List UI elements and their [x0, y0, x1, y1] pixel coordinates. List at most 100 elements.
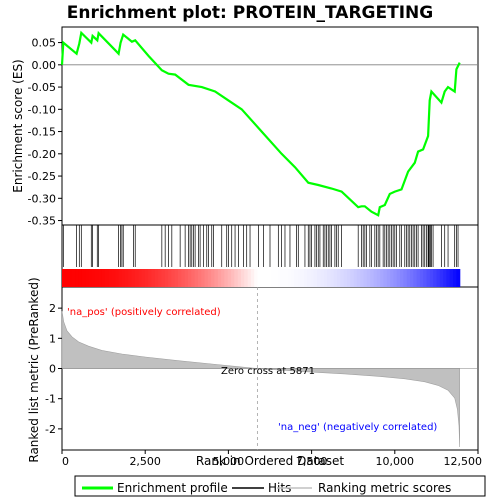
colorbar-segment — [446, 269, 451, 287]
colorbar-segment — [224, 269, 229, 287]
colorbar-segment — [62, 269, 66, 287]
colorbar-segment — [75, 269, 80, 287]
es-tick-label: 0.00 — [32, 59, 57, 72]
x-tick-label: 7,500 — [296, 455, 328, 468]
colorbar-segment — [144, 269, 149, 287]
enrichment-profile-line — [60, 30, 461, 217]
metric-tick-label: 0 — [49, 363, 56, 376]
es-tick-label: -0.20 — [28, 148, 56, 161]
colorbar-segment — [71, 269, 76, 287]
colorbar-segment — [197, 269, 202, 287]
colorbar-segment — [284, 269, 288, 287]
colorbar-segment — [453, 269, 457, 287]
colorbar-segment — [240, 269, 245, 287]
colorbar-segment — [221, 269, 225, 287]
colorbar-segment — [257, 269, 262, 287]
colorbar-segment — [105, 269, 109, 287]
colorbar-segment — [310, 269, 315, 287]
colorbar-segment — [247, 269, 252, 287]
colorbar-segment — [234, 269, 239, 287]
colorbar-segment — [128, 269, 133, 287]
colorbar-segment — [313, 269, 318, 287]
colorbar-segment — [449, 269, 454, 287]
hit-marks — [62, 225, 459, 267]
colorbar-segment — [320, 269, 325, 287]
ranking-metric-area — [61, 287, 478, 450]
x-axis-ticks: 0 2,500 5,000 7,500 10,000 12,500 — [61, 450, 482, 468]
colorbar-segment — [187, 269, 192, 287]
colorbar-segment — [148, 269, 153, 287]
colorbar-segment — [409, 269, 414, 287]
ranking-metric-series — [61, 311, 460, 448]
colorbar-segment — [217, 269, 222, 287]
colorbar-segment — [138, 269, 143, 287]
chart-title: Enrichment plot: PROTEIN_TARGETING — [67, 3, 433, 23]
colorbar-segment — [333, 269, 338, 287]
colorbar-segment — [423, 269, 428, 287]
colorbar-segment — [363, 269, 368, 287]
colorbar-segment — [327, 269, 332, 287]
colorbar-segment — [85, 269, 90, 287]
colorbar-segment — [108, 269, 113, 287]
colorbar-segment — [287, 269, 292, 287]
es-tick-label: -0.35 — [28, 215, 56, 228]
colorbar-segment — [383, 269, 388, 287]
colorbar-segment — [413, 269, 418, 287]
metric-axis-title: Ranked list metric (PreRanked) — [27, 277, 41, 462]
colorbar-segment — [260, 269, 265, 287]
colorbar-segment — [124, 269, 129, 287]
colorbar-segment — [194, 269, 199, 287]
colorbar-segment — [400, 269, 404, 287]
colorbar-segment — [174, 269, 179, 287]
colorbar-segment — [154, 269, 159, 287]
colorbar-segment — [158, 269, 163, 287]
colorbar-segment — [171, 269, 176, 287]
pos-label: 'na_pos' (positively correlated) — [67, 307, 221, 318]
x-axis-title: Rank in Ordered Dataset — [196, 454, 344, 468]
legend-label-enrichment: Enrichment profile — [117, 481, 228, 495]
colorbar-segment — [231, 269, 235, 287]
colorbar-segment — [307, 269, 312, 287]
colorbar-segment — [164, 269, 169, 287]
colorbar-segment — [207, 269, 212, 287]
colorbar-segment — [101, 269, 106, 287]
colorbar-segment — [91, 269, 96, 287]
metric-tick-label: -2 — [45, 423, 56, 436]
colorbar-segment — [373, 269, 378, 287]
x-tick-label: 0 — [62, 455, 69, 468]
colorbar-segment — [376, 269, 381, 287]
colorbar-segment — [443, 269, 448, 287]
es-tick-label: -0.10 — [28, 103, 56, 116]
colorbar-segment — [270, 269, 275, 287]
x-tick-label: 5,000 — [213, 455, 245, 468]
colorbar-segment — [65, 269, 70, 287]
enrichment-profile-series — [60, 30, 461, 217]
es-axis-ticks: 0.05 0.00 -0.05 -0.10 -0.15 -0.20 -0.25 -0.30 -0… — [28, 37, 62, 228]
colorbar-segment — [211, 269, 216, 287]
colorbar-segment — [419, 269, 424, 287]
colorbar-segment — [406, 269, 411, 287]
colorbar-segment — [250, 269, 255, 287]
colorbar-segment — [78, 269, 83, 287]
colorbar-segment — [317, 269, 322, 287]
colorbar-segment — [81, 269, 86, 287]
colorbar-segment — [191, 269, 196, 287]
colorbar-segment — [68, 269, 73, 287]
metric-axis-ticks: 2 1 0 -1 -2 — [45, 302, 62, 436]
colorbar-segment — [121, 269, 126, 287]
colorbar-segment — [131, 269, 136, 287]
colorbar-segment — [88, 269, 93, 287]
es-tick-label: -0.15 — [28, 126, 56, 139]
colorbar-segment — [181, 269, 186, 287]
colorbar-segment — [297, 269, 302, 287]
colorbar-segment — [386, 269, 391, 287]
colorbar-segment — [254, 269, 259, 287]
colorbar-segment — [118, 269, 123, 287]
colorbar-segment — [95, 269, 100, 287]
colorbar-segment — [293, 269, 298, 287]
colorbar-segment — [390, 269, 395, 287]
colorbar-segment — [429, 269, 434, 287]
colorbar-segment — [244, 269, 249, 287]
es-tick-label: -0.25 — [28, 170, 56, 183]
